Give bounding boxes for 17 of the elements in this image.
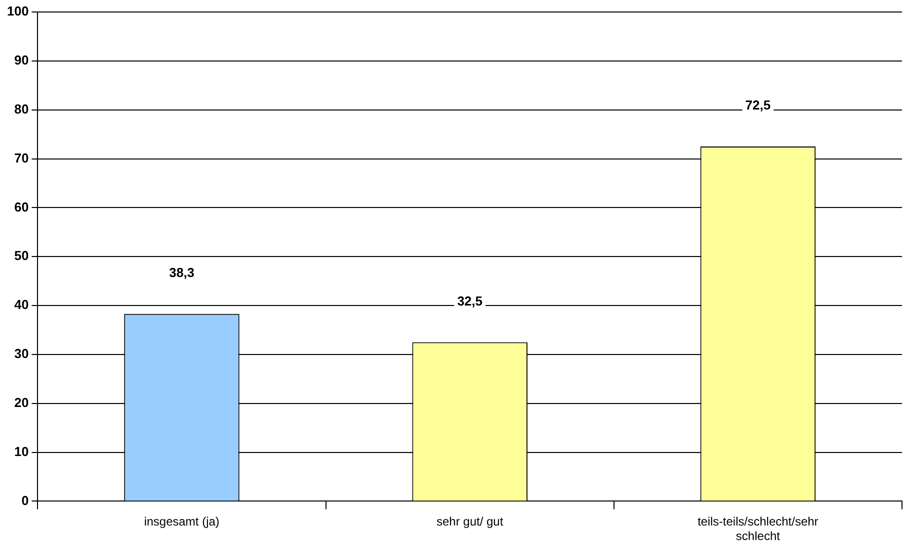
y-tick-label: 50 [14, 248, 29, 264]
y-tick-label: 60 [14, 199, 29, 214]
data-label: 72,5 [745, 98, 771, 113]
y-tick-label: 70 [14, 150, 29, 166]
data-label: 32,5 [457, 293, 482, 308]
y-tick-label: 90 [14, 52, 29, 68]
y-tick-label: 100 [6, 4, 29, 19]
x-tick-label: teils-teils/schlecht/sehr schlecht [698, 514, 818, 544]
data-label: 38,3 [169, 264, 194, 280]
y-tick-label: 20 [14, 394, 29, 410]
y-tick-label: 30 [14, 346, 29, 362]
y-tick-label: 80 [14, 101, 29, 116]
y-tick-label: 10 [14, 444, 29, 459]
x-tick-label: insgesamt (ja) [144, 514, 220, 529]
y-tick-label: 0 [21, 492, 29, 508]
x-tick-label: sehr gut/ gut [436, 514, 504, 529]
y-tick-label: 40 [14, 297, 29, 312]
